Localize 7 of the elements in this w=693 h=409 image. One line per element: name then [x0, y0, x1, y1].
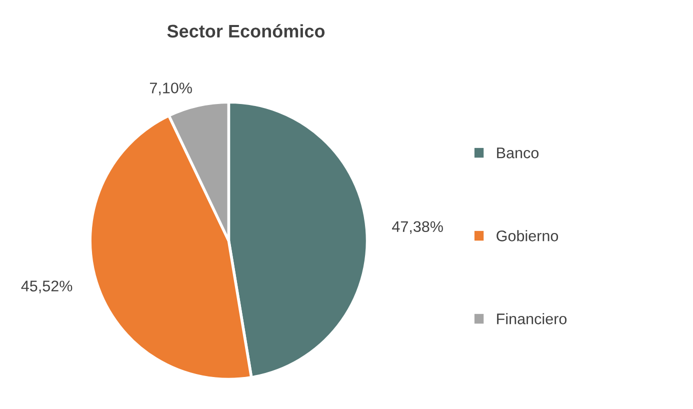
legend-label: Financiero — [497, 313, 567, 324]
data-label: 47,38% — [392, 221, 443, 234]
legend-label: Gobierno — [496, 230, 558, 242]
data-label: 45,52% — [21, 280, 72, 294]
data-label: 7,10% — [150, 82, 192, 96]
legend-label: Banco — [497, 148, 539, 158]
chart-title: Sector Económico — [167, 24, 325, 38]
